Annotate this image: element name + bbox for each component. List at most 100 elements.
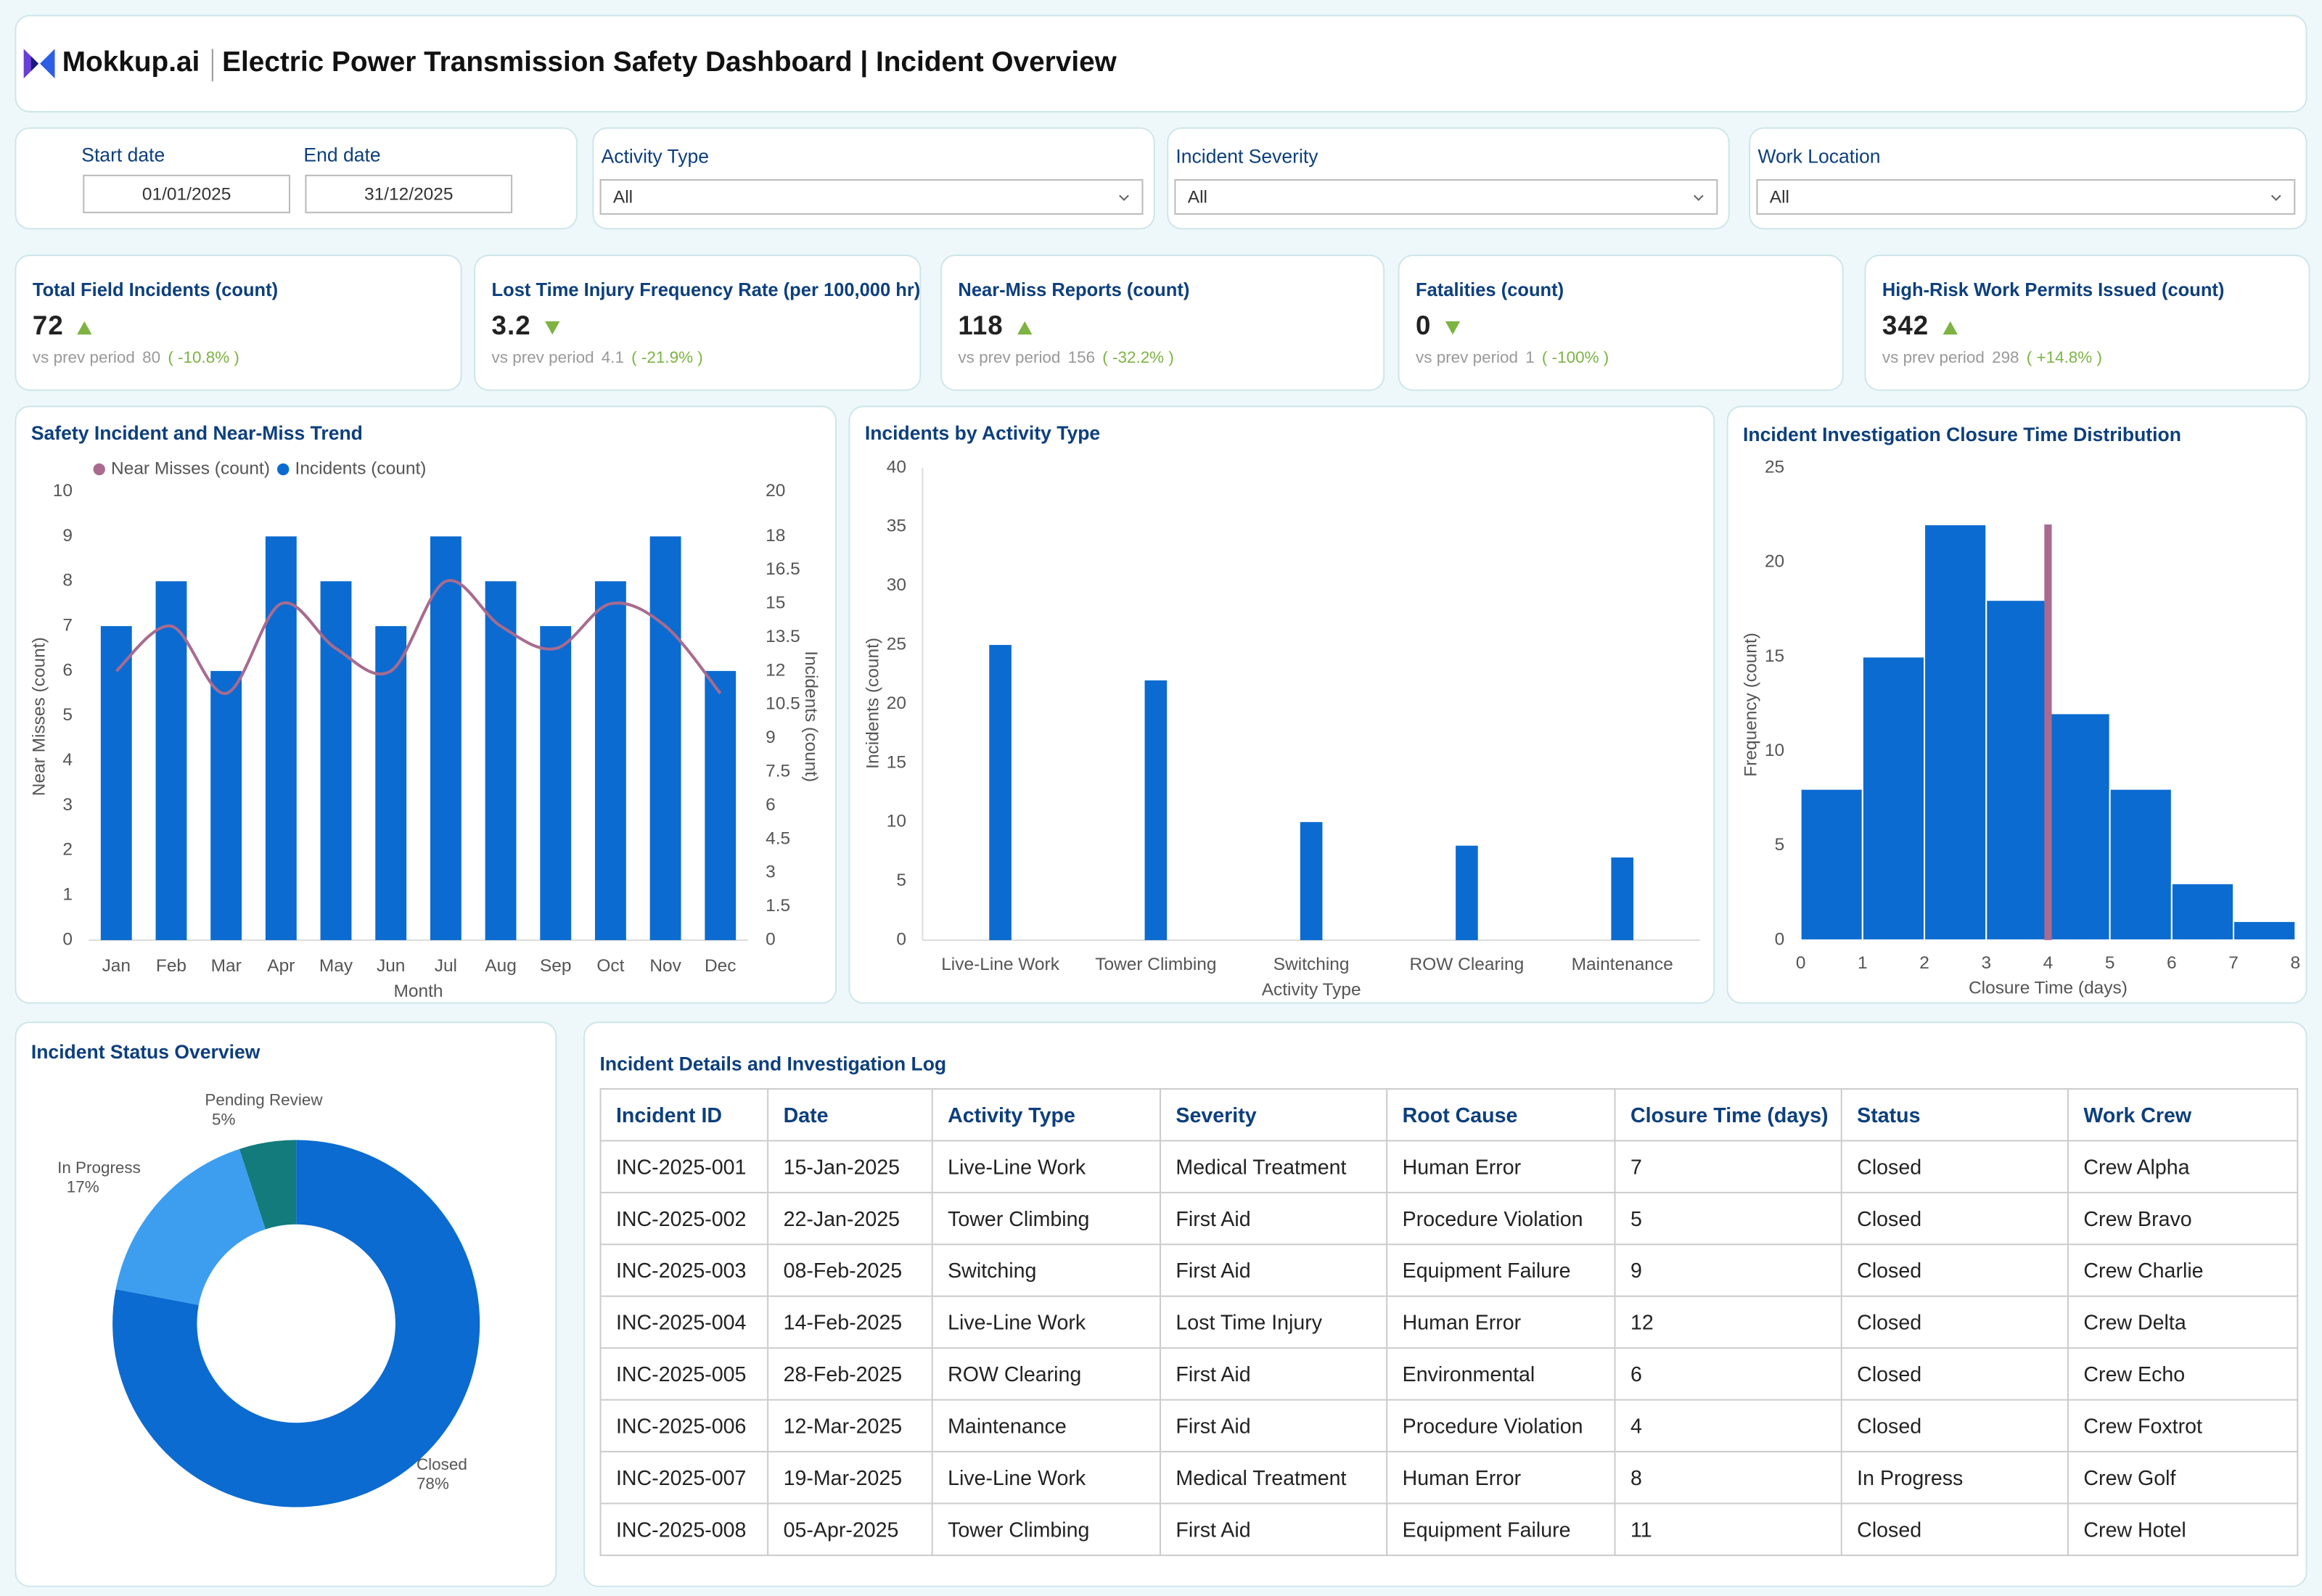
column-header[interactable]: Severity	[1159, 1087, 1388, 1142]
table-cell: Procedure Violation	[1386, 1399, 1616, 1453]
table-cell: Crew Delta	[2067, 1295, 2299, 1349]
table-cell: 7	[1614, 1140, 1842, 1193]
dropdown-filter: Incident Severity All	[1167, 127, 1730, 230]
table-cell: Closed	[1840, 1502, 2069, 1556]
dropdown-label: Activity Type	[601, 145, 710, 168]
kpi-comparison: vs prev period 1 ( -100% )	[1416, 350, 1616, 367]
end-date-label: End date	[303, 143, 381, 166]
kpi-card: Near-Miss Reports (count) 118 vs prev peri…	[940, 255, 1385, 391]
dropdown-select[interactable]: All	[599, 178, 1144, 215]
trend-arrow	[544, 320, 559, 334]
trend-arrow-shape	[1444, 320, 1460, 334]
header: Mokkup.ai Electric Power Transmission Sa…	[15, 15, 2307, 113]
end-date-input[interactable]: 31/12/2025	[305, 174, 513, 213]
table-cell: Equipment Failure	[1386, 1502, 1616, 1556]
column-header[interactable]: Closure Time (days)	[1614, 1087, 1842, 1142]
trend-arrow	[1942, 320, 1958, 334]
table-cell: 4	[1614, 1399, 1842, 1453]
table-cell: Closed	[1840, 1347, 2069, 1401]
table-cell: Live-Line Work	[931, 1140, 1162, 1193]
dropdown-label: Incident Severity	[1176, 145, 1318, 168]
comparison-label: vs prev period	[32, 349, 135, 368]
table-cell: Closed	[1840, 1243, 2069, 1297]
table-cell: Environmental	[1386, 1347, 1616, 1401]
table-cell: Equipment Failure	[1386, 1243, 1616, 1297]
chart-title: Incident Investigation Closure Time Dist…	[1743, 423, 2181, 446]
table-cell: Live-Line Work	[931, 1295, 1162, 1349]
kpi-value: 342	[1882, 310, 1929, 341]
comparison-label: vs prev period	[958, 349, 1061, 368]
kpi-comparison: vs prev period 4.1 ( -21.9% )	[492, 350, 710, 367]
chart-panel: Incidents by Activity Type	[848, 406, 1715, 1004]
table-cell: Human Error	[1386, 1295, 1616, 1349]
column-header[interactable]: Incident ID	[599, 1087, 769, 1142]
table-cell: 8	[1614, 1450, 1842, 1505]
table-cell: INC-2025-005	[599, 1347, 769, 1401]
dropdown-value: All	[1187, 186, 1207, 207]
logo-text: Mokkup.ai	[62, 47, 200, 79]
kpi-card: Lost Time Injury Frequency Rate (per 100…	[474, 255, 922, 391]
table-cell: 14-Feb-2025	[767, 1295, 933, 1349]
previous-value: 1	[1525, 349, 1535, 368]
dropdown-label: Work Location	[1757, 145, 1881, 168]
start-date-input[interactable]: 01/01/2025	[83, 174, 291, 213]
table-cell: In Progress	[1840, 1450, 2069, 1505]
table-cell: Crew Alpha	[2067, 1140, 2299, 1193]
table-row: INC-2025-008 05-Apr-2025 Tower Climbing Fir…	[599, 1502, 2299, 1556]
column-header[interactable]: Work Crew	[2067, 1087, 2299, 1142]
table-cell: Closed	[1840, 1295, 2069, 1349]
table-cell: Closed	[1840, 1191, 2069, 1246]
column-header[interactable]: Activity Type	[931, 1087, 1162, 1142]
table-body: INC-2025-001 15-Jan-2025 Live-Line Work Med…	[599, 1140, 2299, 1556]
table-cell: Human Error	[1386, 1450, 1616, 1505]
trend-arrow-shape	[77, 320, 92, 334]
kpi-value-row: 118	[958, 311, 1033, 342]
chart-title: Incidents by Activity Type	[864, 421, 1101, 445]
column-header[interactable]: Root Cause	[1386, 1087, 1616, 1142]
comparison-label: vs prev period	[491, 349, 594, 368]
table-cell: Tower Climbing	[931, 1191, 1162, 1246]
table-head: Incident ID Date Activity Type Severity Root…	[599, 1087, 2299, 1142]
dropdown-select[interactable]: All	[1756, 178, 2296, 215]
table-panel: Incident Details and Investigation Log In…	[583, 1021, 2307, 1587]
kpi-title: Fatalities (count)	[1416, 279, 1564, 301]
table-cell: Medical Treatment	[1159, 1450, 1388, 1505]
table-cell: 08-Feb-2025	[767, 1243, 933, 1297]
table-cell: 9	[1614, 1243, 1842, 1297]
chart-title: Safety Incident and Near-Miss Trend	[30, 421, 363, 445]
table-cell: Switching	[931, 1243, 1162, 1297]
kpi-value-row: 72	[33, 311, 94, 342]
table-cell: Crew Bravo	[2067, 1191, 2299, 1246]
kpi-comparison: vs prev period 156 ( -32.2% )	[958, 350, 1181, 367]
dropdown-value: All	[612, 186, 633, 207]
chevron	[1119, 194, 1129, 201]
kpi-value-row: 342	[1882, 311, 1958, 342]
kpi-value-row: 0	[1416, 311, 1461, 342]
chart-panel: Incident Status Overview	[15, 1021, 557, 1587]
kpi-value-row: 3.2	[492, 311, 561, 342]
comparison-label: vs prev period	[1416, 349, 1519, 368]
kpi-comparison: vs prev period 298 ( +14.8% )	[1882, 350, 2109, 367]
trend-arrow-shape	[1017, 320, 1032, 334]
table-cell: Maintenance	[931, 1399, 1162, 1453]
chevron	[1693, 194, 1704, 201]
column-header[interactable]: Status	[1840, 1087, 2069, 1142]
table-cell: First Aid	[1159, 1502, 1388, 1556]
kpi-value: 118	[958, 310, 1004, 341]
header-row: Incident ID Date Activity Type Severity Root…	[599, 1087, 2299, 1142]
kpi-card: Total Field Incidents (count) 72 vs prev p…	[15, 255, 462, 391]
table-cell: First Aid	[1159, 1347, 1388, 1401]
chart-panel: Safety Incident and Near-Miss Trend	[15, 406, 837, 1004]
previous-value: 156	[1067, 349, 1096, 368]
chart-panel: Incident Investigation Closure Time Dist…	[1726, 406, 2307, 1004]
column-header[interactable]: Date	[767, 1087, 933, 1142]
table-cell: INC-2025-003	[599, 1243, 769, 1297]
table-row: INC-2025-003 08-Feb-2025 Switching First Ai…	[599, 1243, 2299, 1297]
logo-icon	[23, 49, 55, 79]
comparison-label: vs prev period	[1882, 349, 1985, 368]
dropdown-select[interactable]: All	[1174, 178, 1718, 215]
trend-arrow-shape	[544, 320, 559, 334]
table-cell: Closed	[1840, 1140, 2069, 1193]
